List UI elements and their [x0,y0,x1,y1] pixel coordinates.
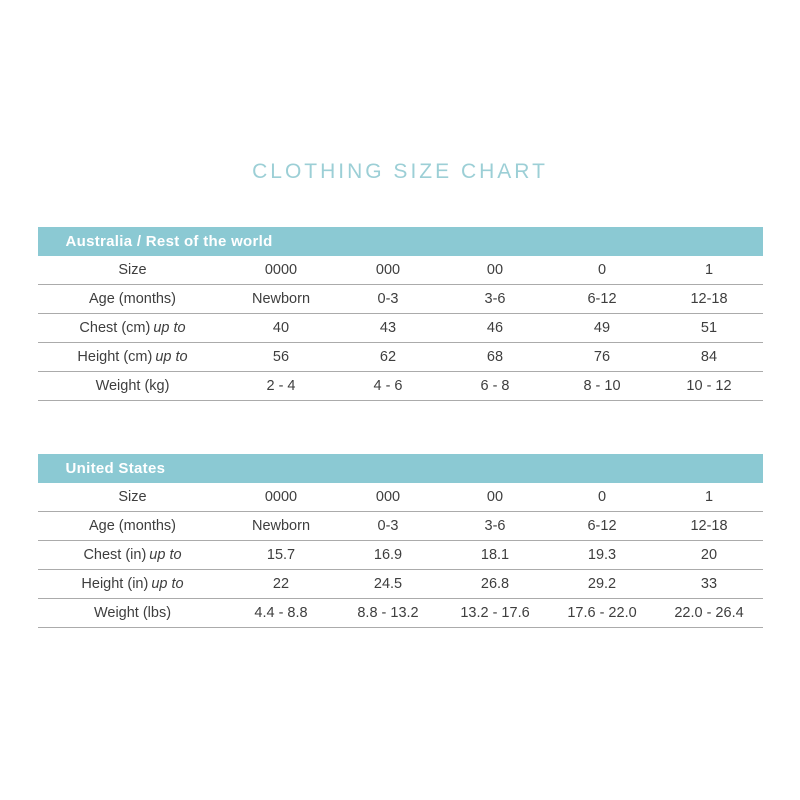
cell-value: 6 - 8 [480,378,510,394]
cell-value: 84 [700,349,718,365]
table-row-height: Height (in) up to 22 24.5 26.8 29.2 33 [37,570,763,599]
row-label-text: Chest (in) [83,547,147,563]
row-label: Chest (cm) up to [38,320,228,336]
page-title: CLOTHING SIZE CHART [252,160,548,183]
cell-value: 000 [375,489,401,505]
cell-value: 43 [379,320,397,336]
cell-value: 29.2 [587,576,617,592]
cell-value: 6-12 [587,291,617,307]
row-label-text: Weight (kg) [95,378,170,394]
cell-value: 8 - 10 [583,378,621,394]
row-label-text: Age (months) [88,518,177,534]
table-row-height: Height (cm) up to 56 62 68 76 84 [37,343,763,372]
size-table-united-states: United States Size 0000 000 00 0 1 Age (… [37,454,763,628]
cell-value: 16.9 [373,547,403,563]
row-label: Size [38,262,228,278]
cell-value: 0-3 [377,291,399,307]
cell-value: 000 [375,262,401,278]
cell-value: Newborn [251,291,311,307]
cell-value: 49 [593,320,611,336]
cell-value: 6-12 [587,518,617,534]
row-label: Chest (in) up to [38,547,228,563]
cell-value: 12-18 [690,291,728,307]
cell-value: 3-6 [484,291,506,307]
cell-value: 76 [593,349,611,365]
cell-value: 1 [704,489,714,505]
cell-value: 19.3 [587,547,617,563]
table-header-band-australia: Australia / Rest of the world [37,227,763,256]
cell-value: 33 [700,576,718,592]
row-label-suffix: up to [149,547,182,563]
cell-value: 00 [486,489,504,505]
cell-value: 56 [272,349,290,365]
cell-value: 15.7 [266,547,296,563]
row-label-text: Weight (lbs) [93,605,172,621]
cell-value: 3-6 [484,518,506,534]
row-label: Age (months) [38,518,228,534]
row-label-text: Height (cm) [77,349,153,365]
row-label-suffix: up to [155,349,188,365]
cell-value: 10 - 12 [686,378,732,394]
cell-value: 17.6 - 22.0 [567,605,637,621]
table-header-label: United States [65,460,166,477]
cell-value: 20 [700,547,718,563]
cell-value: 46 [486,320,504,336]
cell-value: 22 [272,576,290,592]
cell-value: 1 [704,262,714,278]
table-header-band-united-states: United States [37,454,763,483]
cell-value: 40 [272,320,290,336]
cell-value: 26.8 [480,576,510,592]
cell-value: 4.4 - 8.8 [254,605,308,621]
cell-value: 2 - 4 [266,378,296,394]
cell-value: 0 [597,262,607,278]
table-row-weight: Weight (lbs) 4.4 - 8.8 8.8 - 13.2 13.2 -… [37,599,763,628]
table-row-age: Age (months) Newborn 0-3 3-6 6-12 12-18 [37,512,763,541]
row-label-text: Size [118,489,147,505]
row-label-text: Chest (cm) [79,320,151,336]
row-label: Age (months) [38,291,228,307]
table-row-size: Size 0000 000 00 0 1 [37,256,763,285]
row-label-suffix: up to [153,320,186,336]
cell-value: 22.0 - 26.4 [674,605,744,621]
cell-value: 0 [597,489,607,505]
cell-value: 0-3 [377,518,399,534]
row-label: Size [38,489,228,505]
cell-value: 0000 [264,262,298,278]
table-row-size: Size 0000 000 00 0 1 [37,483,763,512]
row-label-text: Size [118,262,147,278]
cell-value: Newborn [251,518,311,534]
cell-value: 12-18 [690,518,728,534]
table-header-label: Australia / Rest of the world [65,233,273,250]
row-label: Weight (kg) [38,378,228,394]
row-label: Weight (lbs) [38,605,228,621]
cell-value: 4 - 6 [373,378,403,394]
cell-value: 62 [379,349,397,365]
table-row-age: Age (months) Newborn 0-3 3-6 6-12 12-18 [37,285,763,314]
row-label-text: Height (in) [81,576,149,592]
table-row-weight: Weight (kg) 2 - 4 4 - 6 6 - 8 8 - 10 10 … [37,372,763,401]
row-label: Height (cm) up to [38,349,228,365]
size-table-australia: Australia / Rest of the world Size 0000 … [37,227,763,401]
cell-value: 51 [700,320,718,336]
cell-value: 0000 [264,489,298,505]
table-row-chest: Chest (cm) up to 40 43 46 49 51 [37,314,763,343]
size-chart-page: CLOTHING SIZE CHART Australia / Rest of … [37,0,763,628]
row-label: Height (in) up to [38,576,228,592]
table-row-chest: Chest (in) up to 15.7 16.9 18.1 19.3 20 [37,541,763,570]
cell-value: 8.8 - 13.2 [357,605,419,621]
cell-value: 00 [486,262,504,278]
cell-value: 68 [486,349,504,365]
cell-value: 13.2 - 17.6 [460,605,530,621]
row-label-suffix: up to [151,576,184,592]
cell-value: 18.1 [480,547,510,563]
row-label-text: Age (months) [88,291,177,307]
cell-value: 24.5 [373,576,403,592]
